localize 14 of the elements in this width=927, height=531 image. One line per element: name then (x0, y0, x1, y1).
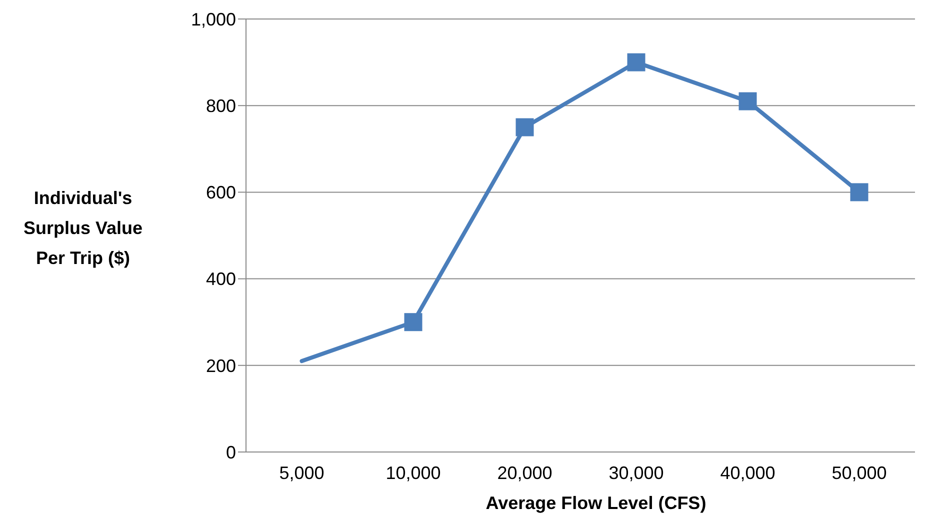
y-axis-title: Individual's Surplus Value Per Trip ($) (22, 187, 144, 270)
x-tick-label: 20,000 (497, 462, 552, 483)
y-tick-label: 800 (206, 96, 236, 116)
y-tick-label: 400 (206, 269, 236, 290)
x-tick-label: 5,000 (279, 462, 324, 483)
x-axis-title: Average Flow Level (CFS) (484, 493, 708, 514)
y-tick-label: 200 (206, 356, 236, 376)
x-tick-label: 40,000 (720, 462, 776, 483)
y-tick-label: 0 (226, 442, 236, 462)
x-tick-label: 30,000 (608, 462, 664, 483)
x-tick-label: 50,000 (832, 462, 887, 483)
y-tick-label: 1,000 (190, 9, 236, 30)
x-tick-label: 10,000 (386, 462, 441, 483)
y-tick-label: 600 (206, 182, 236, 203)
